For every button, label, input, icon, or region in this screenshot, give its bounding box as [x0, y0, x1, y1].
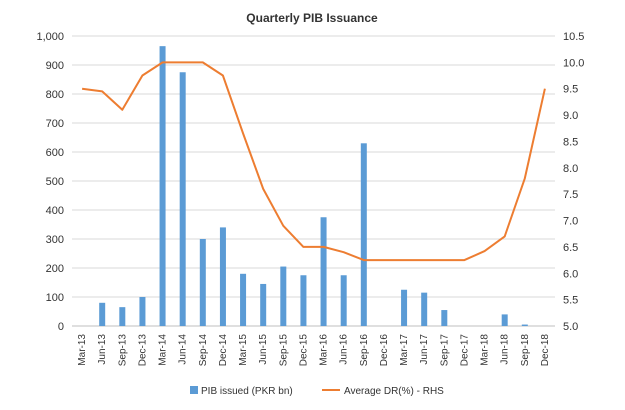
x-tick-label: Jun-15	[258, 334, 269, 365]
bar	[219, 227, 226, 326]
x-tick-label: Mar-17	[399, 334, 410, 366]
x-tick-label: Sep-14	[198, 334, 209, 367]
bar	[320, 217, 327, 326]
x-tick-label: Dec-17	[459, 334, 470, 367]
x-tick-label: Jun-18	[500, 334, 511, 365]
x-tick-label: Jun-13	[97, 334, 108, 365]
bar	[99, 302, 106, 326]
bar	[280, 266, 287, 326]
x-tick-label: Jun-16	[339, 334, 350, 365]
x-tick-label: Mar-13	[77, 334, 88, 366]
x-tick-label: Sep-13	[117, 334, 128, 367]
right-tick-label: 10.0	[563, 57, 584, 69]
legend-label-bars: PIB issued (PKR bn)	[201, 386, 293, 397]
rate-line	[81, 61, 546, 262]
x-tick-label: Mar-18	[480, 334, 491, 366]
bar	[401, 289, 408, 326]
right-tick-label: 7.0	[563, 216, 578, 228]
left-tick-label: 0	[58, 321, 64, 333]
x-tick-label: Sep-17	[439, 334, 450, 367]
legend: PIB issued (PKR bn) Average DR(%) - RHS	[190, 386, 444, 397]
legend-label-line: Average DR(%) - RHS	[344, 386, 444, 397]
x-tick-label: Mar-14	[158, 334, 169, 366]
x-tick-label: Sep-16	[359, 334, 370, 367]
right-tick-label: 6.0	[563, 268, 578, 280]
x-tick-label: Jun-17	[419, 334, 430, 365]
x-tick-label: Dec-16	[379, 334, 390, 367]
left-tick-label: 1,000	[36, 31, 64, 43]
left-tick-label: 700	[46, 118, 64, 130]
left-tick-label: 900	[46, 60, 64, 72]
right-tick-label: 9.0	[563, 110, 578, 122]
line-series	[81, 61, 546, 262]
left-axis: 0 100 200 300 400 500 600 700 800 900 1,000	[36, 31, 64, 333]
right-tick-label: 5.0	[563, 321, 578, 333]
bar	[179, 72, 186, 326]
grid-lines	[72, 35, 555, 327]
left-tick-label: 600	[46, 147, 64, 159]
left-tick-label: 400	[46, 205, 64, 217]
right-tick-label: 6.5	[563, 242, 578, 254]
chart-title: Quarterly PIB Issuance	[246, 11, 378, 25]
left-tick-label: 500	[46, 176, 64, 188]
bar	[421, 292, 428, 326]
bar	[119, 307, 126, 326]
x-axis: Mar-13 Jun-13 Sep-13 Dec-13 Mar-14 Jun-14 Sep-…	[77, 334, 551, 367]
right-tick-label: 8.5	[563, 136, 578, 148]
bar	[501, 314, 508, 326]
right-tick-label: 7.5	[563, 189, 578, 201]
bar	[159, 46, 166, 327]
bar	[340, 275, 347, 326]
x-tick-label: Mar-16	[319, 334, 330, 366]
bar	[240, 273, 247, 326]
right-tick-label: 9.5	[563, 84, 578, 96]
bar	[260, 283, 267, 326]
bar	[360, 143, 367, 326]
left-tick-label: 200	[46, 263, 64, 275]
bar	[521, 324, 528, 326]
right-tick-label: 10.5	[563, 31, 584, 43]
bar	[300, 275, 307, 326]
bar	[139, 297, 146, 326]
bar	[199, 239, 206, 326]
x-tick-label: Dec-13	[137, 334, 148, 367]
x-tick-label: Mar-15	[238, 334, 249, 366]
bar	[441, 310, 448, 326]
right-tick-label: 8.0	[563, 163, 578, 175]
bar-series	[99, 46, 528, 327]
right-tick-label: 5.5	[563, 295, 578, 307]
x-tick-label: Sep-18	[520, 334, 531, 367]
left-tick-label: 300	[46, 234, 64, 246]
x-tick-label: Jun-14	[178, 334, 189, 365]
left-tick-label: 100	[46, 292, 64, 304]
x-tick-label: Sep-15	[278, 334, 289, 367]
left-tick-label: 800	[46, 89, 64, 101]
right-axis: 5.0 5.5 6.0 6.5 7.0 7.5 8.0 8.5 9.0 9.5 10.0 10.5	[563, 31, 584, 333]
x-tick-label: Dec-14	[218, 334, 229, 367]
x-tick-label: Dec-18	[540, 334, 551, 367]
legend-swatch-bars	[190, 386, 198, 394]
x-tick-label: Dec-15	[298, 334, 309, 367]
